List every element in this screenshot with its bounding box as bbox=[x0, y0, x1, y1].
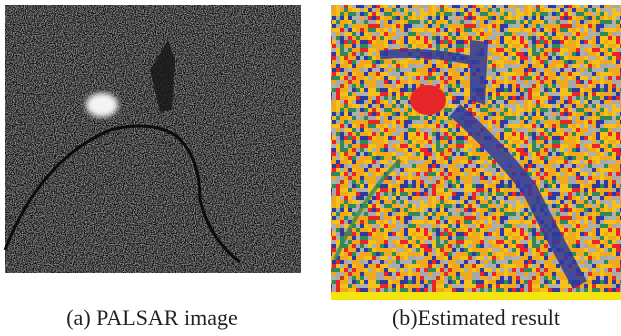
water-class bbox=[470, 40, 488, 105]
page: (a) PALSAR image (b)Estimated result (()… bbox=[0, 0, 621, 336]
palsar-image bbox=[5, 5, 301, 273]
caption: (b)Estimated result bbox=[392, 305, 560, 330]
estimated-image bbox=[331, 5, 621, 300]
border-strip bbox=[331, 292, 621, 300]
bright-area bbox=[86, 93, 118, 117]
figure: (a) PALSAR image (b)Estimated result bbox=[0, 0, 621, 336]
urban-class bbox=[410, 85, 446, 115]
speckle bbox=[5, 5, 301, 273]
caption: (a) PALSAR image bbox=[66, 305, 238, 330]
